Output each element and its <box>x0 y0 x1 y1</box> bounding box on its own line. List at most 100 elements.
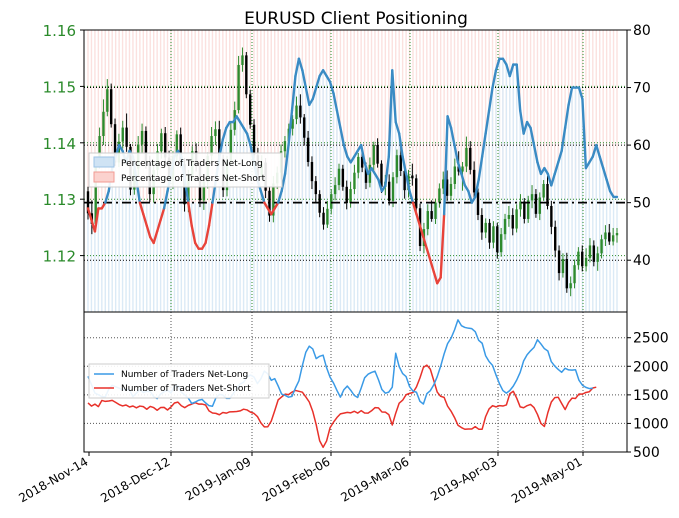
percent-long-segment <box>93 207 100 233</box>
price-tick-label: 1.14 <box>43 135 76 153</box>
legend-swatch-net-long-pct <box>93 156 115 168</box>
candle-body <box>488 222 491 243</box>
percent-long-segment <box>442 115 449 216</box>
candle-body <box>573 265 576 284</box>
candle-body <box>248 94 252 125</box>
percent-long-segment <box>460 172 467 187</box>
candle-body <box>604 232 607 240</box>
candle-body <box>333 185 337 195</box>
percent-long-segment <box>439 212 446 279</box>
candle-body <box>492 226 495 243</box>
candle-body <box>496 226 499 253</box>
candle-body <box>542 183 545 198</box>
price-panel-legend-box <box>88 152 283 188</box>
percent-long-segment <box>283 143 290 176</box>
percent-long-segment <box>162 189 169 210</box>
count-tick-label: 1000 <box>633 416 669 432</box>
count-panel-legend-box <box>88 363 270 399</box>
candle-body <box>430 211 433 219</box>
percent-long-segment <box>425 247 432 262</box>
percent-tick-label: 40 <box>633 253 651 269</box>
percent-long-segment <box>557 149 563 164</box>
candle-body <box>345 186 348 204</box>
percent-long-segment <box>487 86 494 112</box>
percent-long-segment <box>522 120 529 135</box>
candle-body <box>214 129 217 137</box>
candle-body <box>376 145 379 164</box>
candle-body <box>395 155 399 178</box>
candle-body <box>341 168 345 187</box>
percent-long-segment <box>159 207 166 222</box>
candle-body <box>577 251 580 266</box>
candle-body <box>272 183 275 216</box>
percent-long-segment <box>411 201 418 216</box>
date-tick-label: 2018-Nov-14 <box>16 454 90 505</box>
date-tick-label: 2019-Feb-06 <box>260 454 333 504</box>
percent-long-segment <box>314 74 321 89</box>
candle-body <box>561 258 565 274</box>
percent-long-segment <box>560 126 567 153</box>
date-tick-label: 2019-Mar-06 <box>338 454 411 504</box>
percent-long-segment <box>104 189 110 204</box>
candle-body <box>109 89 113 125</box>
candle-body <box>368 164 372 183</box>
price-tick-label: 1.13 <box>43 191 76 209</box>
candle-body <box>218 129 221 159</box>
candle-body <box>106 89 109 112</box>
percent-long-segment <box>287 109 294 147</box>
candle-body <box>530 194 534 201</box>
percent-long-segment <box>432 270 439 285</box>
candle-body <box>588 245 592 258</box>
candle-body <box>210 136 213 156</box>
percent-long-segment <box>491 69 498 89</box>
candle-body <box>519 201 522 210</box>
percent-long-segment <box>429 259 435 273</box>
candle-body <box>303 117 306 138</box>
percent-long-segment <box>477 155 484 181</box>
positioning-fill-layer <box>87 30 618 312</box>
candle-body <box>310 161 314 182</box>
percent-long-segment <box>532 143 539 164</box>
candle-body <box>326 208 329 225</box>
count-tick-label: 1500 <box>633 388 669 404</box>
percent-long-segment <box>391 69 397 124</box>
candle-body <box>480 214 484 233</box>
percent-long-segment <box>335 109 342 130</box>
percent-long-segment <box>152 230 159 245</box>
candle-body <box>426 211 429 230</box>
candle-body <box>283 141 287 152</box>
percent-long-segment <box>404 172 411 193</box>
percent-long-segment <box>311 86 318 101</box>
date-tick-label: 2019-Apr-03 <box>428 454 499 503</box>
legend-swatch-net-short-pct <box>93 171 115 183</box>
percent-long-segment <box>449 126 456 147</box>
percent-long-segment <box>536 161 543 176</box>
candle-body <box>507 214 511 219</box>
percent-long-segment <box>422 235 429 250</box>
candle-body <box>592 245 596 262</box>
candle-body <box>399 155 402 171</box>
percent-long-segment <box>297 57 304 72</box>
candle-body <box>113 124 117 163</box>
candle-body <box>469 147 472 170</box>
candle-body <box>457 166 460 172</box>
candle-body <box>600 239 603 254</box>
percent-long-segment <box>204 224 211 245</box>
percent-long-segment <box>484 109 491 135</box>
candle-body <box>503 218 507 235</box>
candle-body <box>445 179 449 196</box>
price-panel: 1.12 1.13 1.14 1.15 1.16 40 50 60 70 80 Percenta… <box>43 22 651 313</box>
candle-body <box>534 194 538 214</box>
candle-body <box>125 127 128 147</box>
percent-long-segment <box>453 143 460 164</box>
candle-body <box>391 177 395 201</box>
candle-body <box>364 167 368 183</box>
percent-long-segment <box>328 80 335 95</box>
candle-body <box>360 156 364 168</box>
percent-long-segment <box>550 172 556 187</box>
candle-body <box>353 172 356 190</box>
percent-tick-label: 60 <box>633 138 651 154</box>
percent-long-segment <box>456 161 463 176</box>
candle-body <box>615 233 619 236</box>
